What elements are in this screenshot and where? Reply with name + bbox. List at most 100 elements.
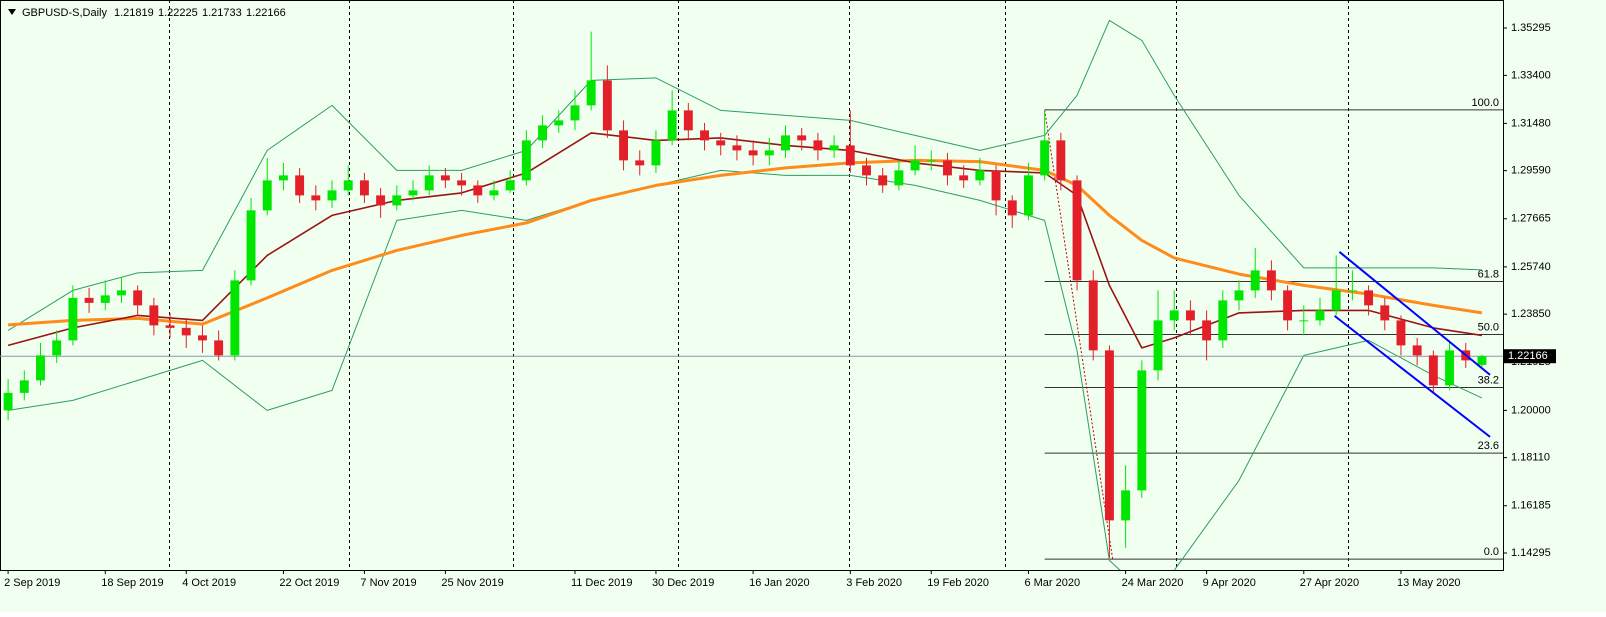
candle-body xyxy=(165,325,175,328)
candle-body xyxy=(521,140,531,181)
candle-body xyxy=(797,135,807,141)
chart-title: GBPUSD-S,Daily xyxy=(22,7,107,19)
candle-body xyxy=(926,160,936,162)
x-tick-label: 3 Feb 2020 xyxy=(846,577,902,589)
x-tick-label: 6 Mar 2020 xyxy=(1024,577,1080,589)
candle-body xyxy=(246,210,256,281)
candle-body xyxy=(1104,350,1114,521)
candle-body xyxy=(359,180,369,196)
ohlc-close: 1.22166 xyxy=(246,7,286,19)
candle-body xyxy=(910,160,920,171)
y-tick-label: 1.25740 xyxy=(1511,261,1551,273)
ohlc-low: 1.21733 xyxy=(202,7,242,19)
candle-body xyxy=(1007,200,1017,216)
y-tick-label: 1.14295 xyxy=(1511,547,1551,559)
candle-body xyxy=(1121,490,1131,521)
candle-body xyxy=(1185,310,1195,321)
candle-body xyxy=(1266,270,1276,291)
x-tick-label: 9 Apr 2020 xyxy=(1203,577,1256,589)
candle-body xyxy=(1396,320,1406,346)
candle-body xyxy=(376,195,386,206)
candle-body xyxy=(732,145,742,151)
ohlc-high: 1.22225 xyxy=(158,7,198,19)
candle-body xyxy=(19,380,29,393)
current-price-label: 1.22166 xyxy=(1508,350,1548,362)
candle-body xyxy=(68,297,78,341)
candle-body xyxy=(424,175,434,191)
candle-body xyxy=(84,297,94,303)
trend-channel-line xyxy=(1338,251,1491,376)
candle-body xyxy=(1023,175,1033,216)
candle-body xyxy=(133,290,143,306)
candle-body xyxy=(1380,305,1390,321)
candle-body xyxy=(602,80,612,131)
candle-body xyxy=(327,190,337,201)
candle-body xyxy=(829,145,839,151)
candle-body xyxy=(943,160,952,176)
plot-frame xyxy=(0,0,1504,571)
candle-body xyxy=(667,110,677,141)
candle-body xyxy=(262,180,272,211)
candle-body xyxy=(845,145,855,166)
candle-body xyxy=(1428,355,1438,386)
menu-triangle xyxy=(8,9,16,15)
x-tick-label: 24 Mar 2020 xyxy=(1122,577,1184,589)
candle-body xyxy=(3,392,13,411)
candle-body xyxy=(781,135,790,151)
candle-body xyxy=(538,125,548,141)
x-tick-label: 22 Oct 2019 xyxy=(279,577,339,589)
candle-body xyxy=(1412,345,1422,356)
candle-body xyxy=(457,180,467,186)
y-tick-label: 1.16185 xyxy=(1511,500,1551,512)
plot-area: 100.0 61.8 50.0 38.2 23.6 0.0 xyxy=(0,0,1503,570)
fib-level-label: 38.2 xyxy=(1478,374,1499,386)
candle-body xyxy=(975,170,985,181)
candle-body xyxy=(1315,310,1325,321)
candle-body xyxy=(100,295,110,303)
trend-channel-line xyxy=(1333,315,1491,438)
candle-body xyxy=(440,175,450,181)
candle-body xyxy=(1137,370,1147,491)
y-tick-label: 1.29590 xyxy=(1511,165,1551,177)
x-tick-label: 13 May 2020 xyxy=(1397,577,1461,589)
candle-body xyxy=(894,170,904,186)
candle-body xyxy=(700,130,709,141)
candle-body xyxy=(748,150,758,156)
candle-body xyxy=(716,140,726,146)
candle-body xyxy=(1283,290,1293,321)
y-tick-label: 1.20000 xyxy=(1511,404,1551,416)
candle-body xyxy=(683,110,693,131)
x-tick-label: 7 Nov 2019 xyxy=(360,577,416,589)
candle-body xyxy=(1088,280,1098,351)
candle-body xyxy=(635,160,645,166)
candle-body xyxy=(1169,310,1179,321)
candle-body xyxy=(764,150,774,156)
candle-body xyxy=(1072,180,1082,281)
candle-body xyxy=(1331,290,1341,311)
candle-body xyxy=(619,130,629,161)
candle-body xyxy=(311,195,321,201)
y-tick-label: 1.33400 xyxy=(1511,69,1551,81)
candle-body xyxy=(230,280,240,356)
candle-body xyxy=(1202,320,1212,341)
candle-body xyxy=(181,327,191,336)
indicator-line xyxy=(7,19,1482,331)
candle-body xyxy=(197,335,207,341)
candle-body xyxy=(489,190,499,196)
candle-body xyxy=(408,190,418,196)
y-tick-label: 1.27665 xyxy=(1511,213,1551,225)
fib-level-label: 0.0 xyxy=(1484,546,1499,558)
candle-body xyxy=(1234,290,1244,301)
candle-body xyxy=(1040,140,1050,176)
axes: 1.35295 1.33400 1.31480 1.29590 1.27665 1.257… xyxy=(4,22,1556,589)
candle-body xyxy=(991,170,1001,201)
candle-body xyxy=(862,165,871,176)
candle-body xyxy=(473,185,483,196)
fib-level-label: 50.0 xyxy=(1478,321,1499,333)
indicator-line xyxy=(8,169,1483,570)
x-tick-label: 19 Feb 2020 xyxy=(927,577,989,589)
candle-body xyxy=(1299,320,1309,322)
x-tick-label: 25 Nov 2019 xyxy=(441,577,503,589)
